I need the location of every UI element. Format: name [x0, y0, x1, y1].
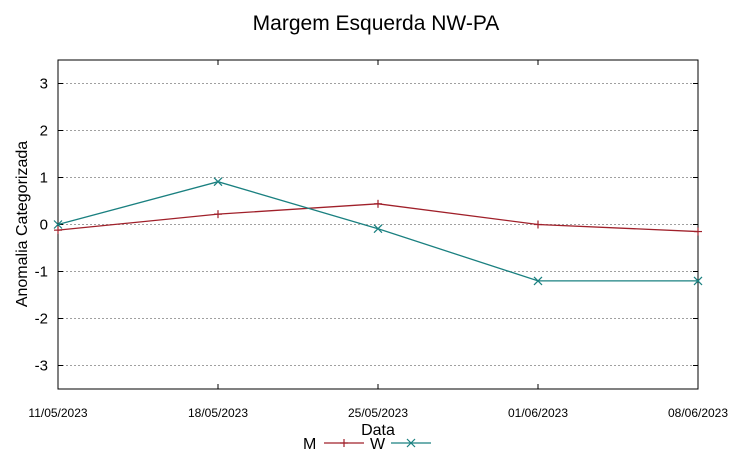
legend-label-M: M — [303, 436, 316, 453]
x-tick-label: 01/06/2023 — [508, 406, 568, 420]
grid — [58, 83, 698, 366]
y-tick-label: -3 — [35, 358, 48, 375]
series-line-M — [57, 203, 699, 233]
x-ticks: 11/05/2023 18/05/2023 25/05/2023 01/06/2023… — [28, 60, 728, 420]
series-line-W — [57, 181, 698, 282]
y-tick-label: 1 — [40, 170, 48, 187]
series-W — [53, 177, 703, 286]
y-tick-label: 0 — [40, 217, 48, 234]
x-tick-label: 11/05/2023 — [28, 406, 87, 420]
y-axis-label: Anomalia Categorizada — [14, 141, 31, 307]
x-tick-label: 18/05/2023 — [188, 406, 248, 420]
x-tick-label: 08/06/2023 — [668, 406, 728, 420]
series-group — [53, 177, 703, 286]
y-ticks: 3 2 1 0 -1 -2 -3 — [35, 76, 698, 375]
point-marker — [693, 276, 703, 286]
point-marker — [373, 224, 383, 234]
legend-label-W: W — [370, 436, 386, 453]
y-tick-label: -1 — [35, 264, 48, 281]
point-marker — [53, 220, 63, 229]
chart-title: Margem Esquerda NW-PA — [253, 12, 500, 35]
x-tick-label: 25/05/2023 — [348, 406, 408, 420]
point-marker — [533, 276, 543, 286]
x-axis-label: Data — [361, 422, 395, 439]
point-marker — [213, 177, 223, 187]
y-tick-label: 3 — [40, 76, 48, 93]
y-tick-label: -2 — [35, 311, 48, 328]
series-M — [54, 199, 702, 236]
point-marker — [406, 438, 416, 448]
y-tick-label: 2 — [40, 123, 48, 140]
